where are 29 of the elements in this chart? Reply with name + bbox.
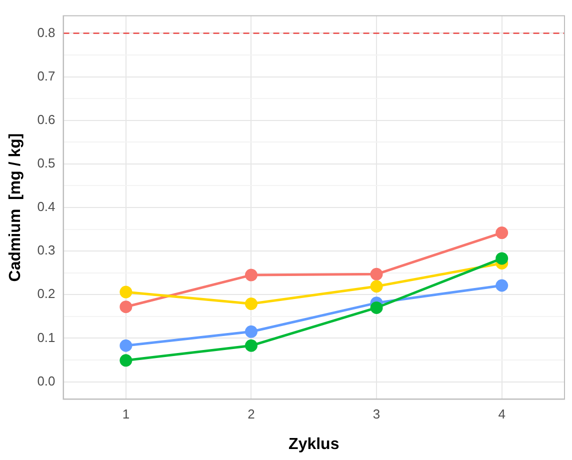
y-tick-label: 0.1	[37, 330, 56, 345]
point	[496, 226, 508, 240]
y-tick-label: 0.2	[37, 286, 56, 302]
point	[244, 298, 258, 310]
point	[244, 325, 258, 338]
y-tick-label: 0.5	[37, 156, 56, 171]
x-axis-title: Zyklus	[288, 436, 340, 453]
y-tick-label: 0.7	[37, 68, 56, 84]
point	[370, 268, 383, 280]
point	[244, 339, 258, 352]
point	[370, 301, 383, 314]
point	[244, 268, 258, 282]
point	[120, 300, 132, 314]
point	[120, 354, 132, 367]
x-tick-label: 2	[248, 406, 255, 422]
x-tick-label: 3	[372, 406, 380, 422]
y-axis-title: Cadmium [mg / kg]	[7, 133, 24, 282]
point	[496, 252, 508, 265]
point	[120, 339, 132, 352]
y-tick-label: 0.8	[37, 24, 56, 40]
x-tick-label: 1	[122, 406, 130, 422]
y-tick-label: 0.3	[37, 242, 56, 258]
point	[370, 280, 383, 293]
y-tick-label: 0.0	[37, 373, 56, 388]
y-tick-label: 0.4	[37, 199, 56, 214]
y-tick-label: 0.6	[37, 112, 56, 127]
point	[120, 286, 132, 298]
point	[496, 279, 508, 292]
x-tick-label: 4	[498, 406, 506, 422]
